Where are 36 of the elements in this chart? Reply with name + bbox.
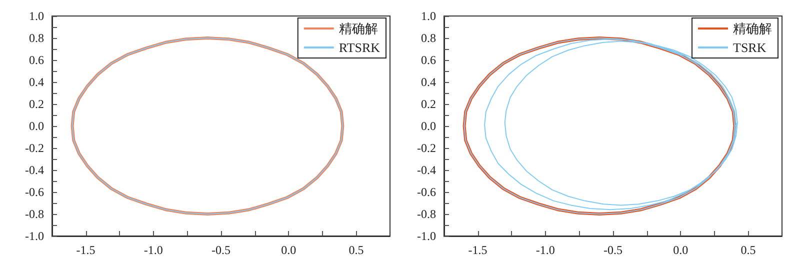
y-tick-label: 1.0 [421, 9, 436, 23]
x-tick-label: -1.0 [536, 243, 555, 257]
y-tick-label: -0.2 [25, 141, 44, 155]
x-tick-label: -1.0 [144, 243, 163, 257]
y-tick-label: 0.2 [29, 97, 44, 111]
y-tick-label: -1.0 [417, 229, 436, 243]
y-tick-label: 0.6 [421, 53, 436, 67]
x-tick-label: -1.5 [468, 243, 488, 257]
y-tick-label: 0.4 [29, 75, 44, 89]
y-tick-label: -0.8 [25, 207, 44, 221]
y-tick-label: -0.8 [417, 207, 436, 221]
x-tick-label: -0.5 [212, 243, 230, 257]
y-tick-label: 0.6 [29, 53, 44, 67]
y-tick-label: 0.0 [421, 119, 436, 133]
y-tick-label: -0.4 [417, 163, 436, 177]
legend-label: 精确解 [338, 21, 378, 36]
x-tick-label: -0.5 [604, 243, 622, 257]
y-tick-label: 0.8 [421, 31, 436, 45]
y-tick-label: 1.0 [29, 9, 44, 23]
x-tick-label: 0.0 [673, 243, 688, 257]
legend-label: TSRK [733, 40, 767, 55]
y-tick-label: -0.4 [25, 163, 44, 177]
y-tick-label: 0.4 [421, 75, 436, 89]
y-tick-label: 0.0 [29, 119, 44, 133]
x-tick-label: 0.5 [740, 243, 756, 257]
y-tick-label: -0.6 [417, 185, 436, 199]
y-tick-label: -0.2 [417, 141, 436, 155]
y-tick-label: -1.0 [25, 229, 44, 243]
legend-label: 精确解 [733, 21, 772, 36]
y-tick-label: 0.2 [421, 97, 436, 111]
y-tick-label: -0.6 [25, 185, 44, 199]
legend-label: RTSRK [338, 40, 381, 55]
x-tick-label: -1.5 [76, 243, 96, 257]
x-tick-label: 0.0 [281, 243, 296, 257]
y-tick-label: 0.8 [29, 31, 44, 45]
x-tick-label: 0.5 [348, 243, 364, 257]
